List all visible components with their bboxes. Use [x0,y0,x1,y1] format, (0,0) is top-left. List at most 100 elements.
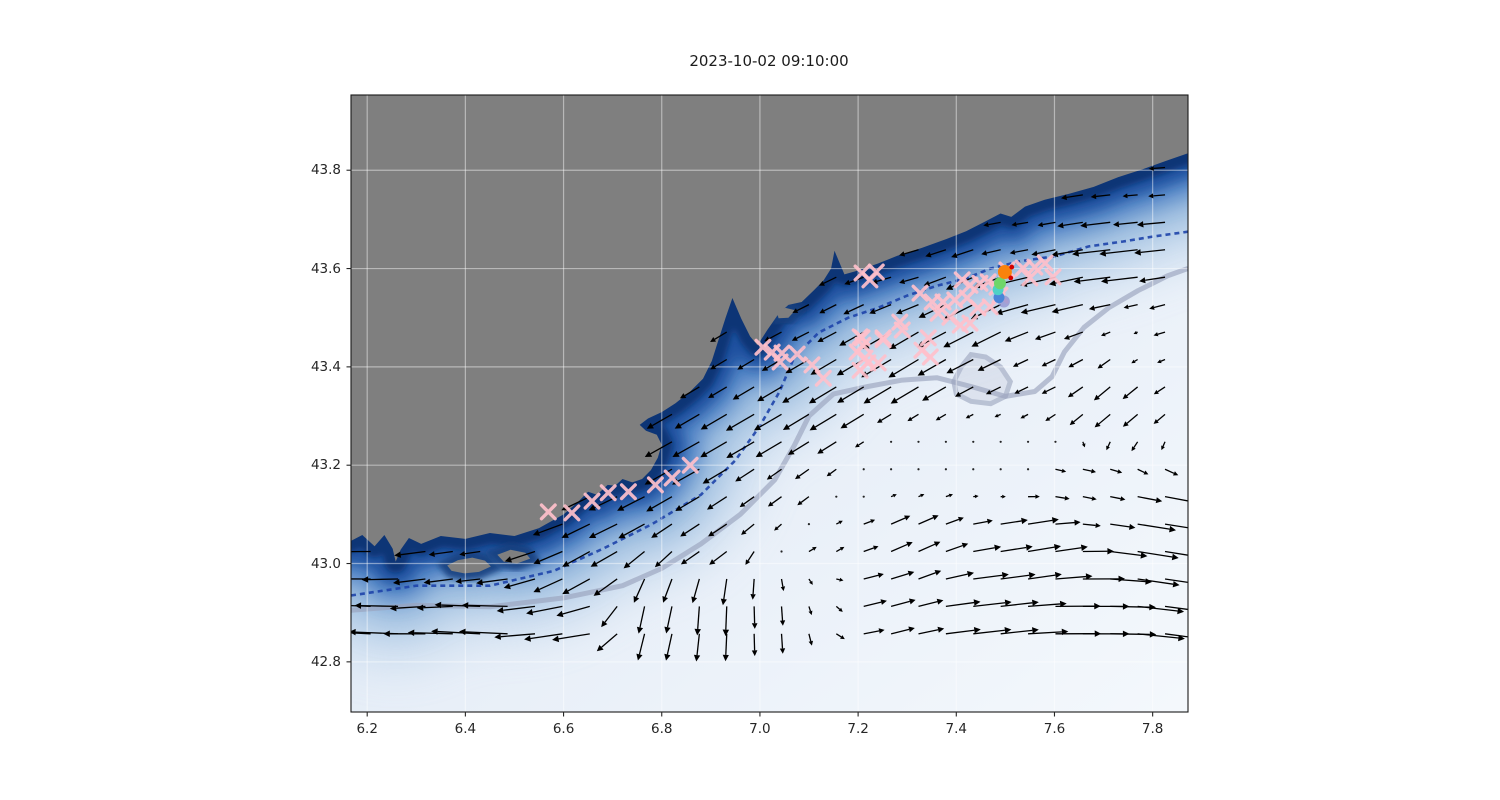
current-arrow-head [1171,553,1179,561]
drifter-x-marker [874,329,892,347]
current-arrow-head [741,529,747,535]
current-arrow [895,386,919,401]
current-arrow-head [708,392,715,398]
current-arrow [1082,523,1096,527]
current-arrow [604,605,618,623]
current-arrow-head [933,541,941,547]
current-dot [1054,440,1057,443]
current-arrow [945,601,975,608]
current-arrow-head [1088,305,1095,311]
current-arrow-head [644,451,653,457]
x-tick-label: 6.4 [454,721,477,737]
current-arrow [441,604,481,608]
current-arrow [705,413,728,427]
current-arrow [927,386,947,399]
drifter-x-marker [619,483,637,501]
current-arrow [868,386,892,401]
current-arrow-head [532,529,540,536]
current-arrow [731,413,755,428]
current-arrow-head [780,586,786,592]
y-tick-label: 42.8 [310,653,341,670]
current-arrow [945,518,960,525]
current-arrow-head [1032,627,1039,634]
current-dot [780,550,783,553]
current-arrow [1068,331,1084,338]
current-arrow [776,523,782,529]
current-arrow-head [334,576,341,583]
current-arrow [567,523,591,536]
current-arrow-head [1173,471,1179,476]
current-arrow-head [1012,362,1019,367]
current-arrow-head [1101,332,1106,337]
current-arrow [1055,547,1082,553]
current-arrow-head [757,395,765,402]
current-arrow [400,550,426,556]
current-arrow [918,629,939,635]
current-arrow [679,413,700,426]
current-arrow-head [981,250,988,256]
current-arrow [1153,194,1166,197]
current-arrow-head [1157,359,1162,364]
drifter-x-marker [663,469,681,487]
current-arrow [1107,276,1138,282]
current-arrow-head [1045,416,1051,421]
current-arrow [532,605,563,613]
current-arrow-head [1090,193,1097,200]
current-arrow-head [836,369,844,376]
current-arrow [739,468,755,479]
drifter-x-marker [814,369,832,387]
current-arrow [1164,578,1188,584]
current-arrow-head [809,424,817,431]
x-tick-label: 6.8 [650,721,673,737]
current-arrow-head [461,602,469,609]
current-arrow-head [1028,572,1036,579]
current-arrow-head [1122,393,1129,400]
current-arrow [680,496,700,509]
current-arrow-head [680,531,687,537]
current-arrow [880,413,892,421]
map-layers [334,95,1188,712]
red-dot [1009,264,1015,270]
current-arrow-head [750,594,756,600]
current-arrow [1027,574,1056,580]
current-arrow-head [899,278,906,284]
current-arrow-head [1009,249,1016,255]
current-arrow [990,386,1001,393]
current-arrow [684,386,700,397]
current-arrow-head [1153,419,1159,424]
current-arrow-head [909,598,916,605]
current-arrow-head [785,367,793,374]
current-arrow-head [1097,363,1103,369]
current-arrow [1110,550,1141,556]
current-arrow-head [892,494,897,498]
current-arrow-head [774,526,779,531]
y-tick-label: 43.2 [310,457,341,474]
current-arrow [697,606,700,629]
current-arrow-head [971,340,979,347]
drifter-x-marker [754,338,772,356]
current-arrow-head [951,252,958,258]
current-arrow [823,276,837,284]
current-arrow [796,331,810,339]
current-arrow-head [779,620,786,626]
current-arrow-head [1149,603,1156,611]
trajectory-dot [993,277,1006,290]
current-arrow [1073,413,1084,423]
current-arrow-head [394,551,402,558]
current-arrow-head [923,280,931,287]
current-arrow-head [1081,443,1086,448]
current-arrow-head [476,579,483,586]
current-arrow [1137,578,1174,585]
current-arrow [503,605,536,611]
current-arrow [601,633,618,648]
current-arrow-head [664,653,671,661]
current-arrow-head [503,583,511,590]
current-arrow-head [791,336,798,341]
current-arrow-head [588,532,597,538]
current-arrow-head [644,478,652,485]
current-arrow-head [1061,194,1067,201]
current-arrow-head [664,626,671,634]
drifter-x-marker [979,273,997,291]
current-arrow [922,358,947,373]
current-arrow [744,523,755,533]
